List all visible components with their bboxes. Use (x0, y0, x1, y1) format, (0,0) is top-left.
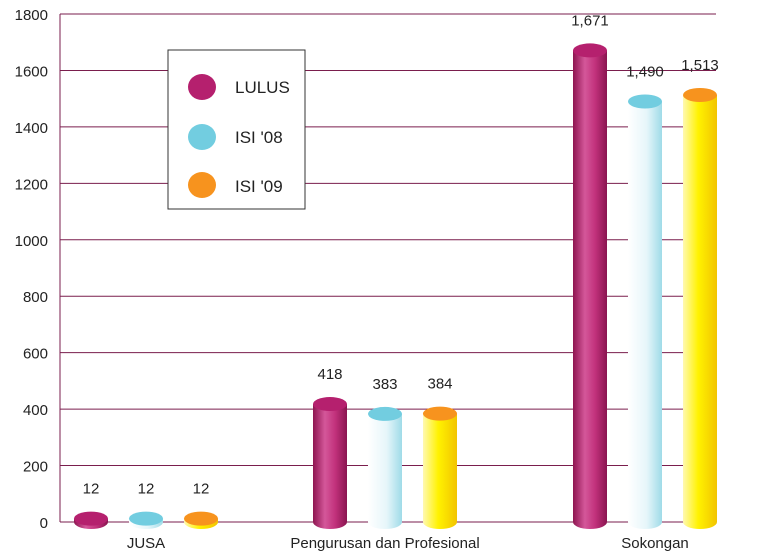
legend: LULUS ISI '08 ISI '09 (167, 49, 306, 210)
value-labels: 12 12 12 418 383 384 1,671 1,490 1,513 (83, 12, 719, 497)
data-label: 384 (427, 376, 452, 393)
bar (74, 511, 108, 529)
data-label: 12 (138, 481, 155, 498)
legend-item-isi-08: ISI '08 (188, 124, 283, 150)
data-label: 383 (372, 376, 397, 393)
data-label: 1,671 (571, 12, 609, 29)
bars (74, 43, 717, 530)
bar (129, 511, 163, 529)
bar (368, 406, 402, 529)
y-tick-label: 1800 (15, 7, 48, 24)
x-category-label: Sokongan (621, 535, 689, 552)
bar (313, 397, 347, 529)
bar-cap (313, 397, 347, 412)
legend-item-isi-09: ISI '09 (188, 172, 283, 198)
y-tick-label: 200 (23, 459, 48, 476)
data-label: 1,490 (626, 63, 664, 80)
data-label: 12 (193, 481, 210, 498)
bar-body (368, 413, 402, 529)
category-labels: JUSA Pengurusan dan Profesional Sokongan (127, 535, 689, 552)
legend-label-lulus: LULUS (235, 78, 290, 97)
x-category-label: Pengurusan dan Profesional (290, 535, 479, 552)
data-label: 12 (83, 481, 100, 498)
bar-cap (368, 406, 402, 421)
y-tick-label: 1000 (15, 233, 48, 250)
y-tick-label: 0 (40, 515, 48, 532)
bar-body (423, 413, 457, 529)
bar-cap (184, 511, 218, 526)
legend-swatch-isi-08 (188, 124, 216, 150)
bar (573, 43, 607, 529)
legend-swatch-lulus (188, 74, 216, 100)
gridlines (60, 13, 716, 467)
bar-cap (628, 94, 662, 109)
y-tick-label: 800 (23, 289, 48, 306)
bar-cap (74, 511, 108, 526)
y-tick-label: 1600 (15, 63, 48, 80)
bar-body (628, 101, 662, 529)
bar-cap (129, 511, 163, 526)
bar-cap (573, 43, 607, 58)
bar (184, 511, 218, 529)
legend-swatch-isi-09 (188, 172, 216, 198)
y-tick-label: 1400 (15, 120, 48, 137)
bar (683, 87, 717, 530)
data-label: 1,513 (681, 57, 719, 74)
y-tick-label: 1200 (15, 176, 48, 193)
bar (628, 94, 662, 529)
data-label: 418 (317, 366, 342, 383)
y-tick-label: 400 (23, 402, 48, 419)
bar-cap (683, 87, 717, 102)
legend-label-isi-08: ISI '08 (235, 128, 283, 147)
legend-item-lulus: LULUS (188, 74, 290, 100)
y-tick-label: 600 (23, 346, 48, 363)
legend-label-isi-09: ISI '09 (235, 177, 283, 196)
x-category-label: JUSA (127, 535, 165, 552)
bar (423, 406, 457, 529)
bar-body (683, 94, 717, 530)
bar-cap (423, 406, 457, 421)
bar-body (313, 404, 347, 529)
y-tick-labels: 0 200 400 600 800 1000 1200 1400 1600 1800 (15, 7, 48, 532)
bar-body (573, 50, 607, 529)
